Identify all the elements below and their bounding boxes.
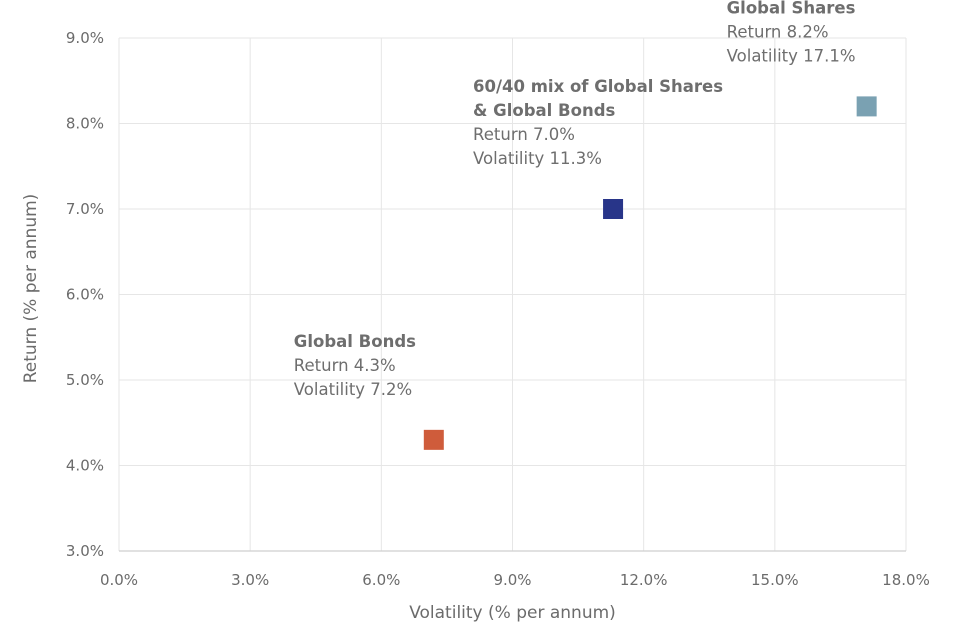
mix-60-40-marker (603, 199, 624, 219)
global-shares-label-return: Return 8.2% (727, 22, 829, 41)
x-tick-label: 15.0% (751, 571, 799, 589)
x-axis-ticks: 0.0% 3.0% 6.0% 9.0% 12.0% 15.0% 18.0% (100, 571, 930, 589)
y-tick-label: 3.0% (66, 542, 104, 560)
y-tick-label: 7.0% (66, 200, 104, 218)
y-tick-label: 5.0% (66, 371, 104, 389)
y-tick-label: 6.0% (66, 286, 104, 304)
global-shares-marker (856, 96, 877, 117)
mix-60-40-label: 60/40 mix of Global Shares & Global Bonds… (473, 77, 723, 168)
mix-60-40-label-volatility: Volatility 11.3% (473, 149, 602, 168)
y-tick-label: 4.0% (66, 457, 104, 475)
global-bonds-label-title: Global Bonds (294, 332, 416, 351)
global-shares-label-title: Global Shares (727, 0, 856, 17)
y-axis-title: Return (% per annum) (21, 194, 41, 384)
data-labels: Global Bonds Return 4.3% Volatility 7.2% 60… (294, 0, 856, 399)
data-points (423, 96, 877, 450)
x-tick-label: 18.0% (882, 571, 930, 589)
x-tick-label: 9.0% (493, 571, 531, 589)
y-tick-label: 8.0% (66, 115, 104, 133)
global-bonds-marker (423, 429, 444, 450)
global-bonds-label: Global Bonds Return 4.3% Volatility 7.2% (294, 332, 416, 399)
global-shares-label-volatility: Volatility 17.1% (727, 46, 856, 65)
x-tick-label: 6.0% (362, 571, 400, 589)
global-shares-label: Global Shares Return 8.2% Volatility 17.1% (727, 0, 856, 65)
global-bonds-label-return: Return 4.3% (294, 356, 396, 375)
x-tick-label: 0.0% (100, 571, 138, 589)
mix-60-40-label-return: Return 7.0% (473, 125, 575, 144)
grid-lines (118, 37, 907, 551)
mix-60-40-label-title: 60/40 mix of Global Shares (473, 77, 723, 96)
global-bonds-label-volatility: Volatility 7.2% (294, 380, 412, 399)
x-axis-title: Volatility (% per annum) (409, 603, 616, 623)
y-axis-ticks: 3.0% 4.0% 5.0% 6.0% 7.0% 8.0% 9.0% (66, 29, 104, 560)
x-tick-label: 12.0% (620, 571, 668, 589)
y-tick-label: 9.0% (66, 29, 104, 47)
mix-60-40-label-title: & Global Bonds (473, 101, 615, 120)
x-tick-label: 3.0% (231, 571, 269, 589)
